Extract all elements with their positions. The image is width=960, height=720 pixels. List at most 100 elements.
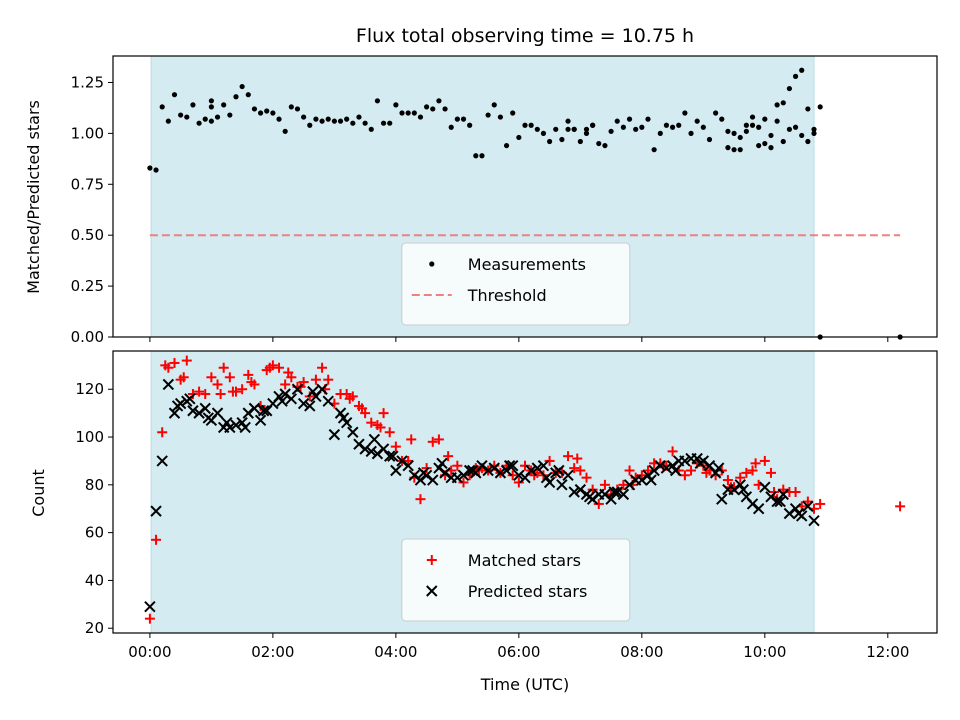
plot-frame bbox=[112, 55, 938, 338]
data-point bbox=[251, 106, 258, 112]
data-point bbox=[368, 433, 381, 446]
data-point bbox=[406, 434, 417, 445]
data-point bbox=[347, 426, 359, 438]
data-point bbox=[608, 128, 614, 134]
data-point bbox=[264, 108, 270, 114]
data-point bbox=[402, 460, 414, 472]
data-point bbox=[565, 126, 571, 132]
data-point bbox=[337, 118, 344, 124]
data-point bbox=[747, 465, 758, 476]
data-point bbox=[626, 116, 633, 122]
data-point bbox=[700, 124, 706, 130]
data-point bbox=[544, 455, 555, 466]
data-point bbox=[802, 496, 813, 507]
data-point bbox=[246, 377, 257, 388]
data-point bbox=[365, 445, 377, 458]
data-point bbox=[513, 477, 524, 488]
data-point bbox=[569, 463, 580, 474]
data-point bbox=[583, 491, 596, 503]
data-point bbox=[749, 114, 756, 120]
data-point bbox=[808, 514, 820, 527]
data-point bbox=[774, 102, 780, 108]
data-point bbox=[160, 360, 171, 371]
data-point bbox=[463, 464, 476, 477]
legend-label: Measurements bbox=[468, 255, 586, 274]
data-point bbox=[642, 465, 653, 476]
data-point bbox=[384, 450, 396, 462]
data-point bbox=[657, 130, 663, 136]
data-point bbox=[811, 126, 817, 132]
data-point bbox=[479, 153, 485, 159]
data-point bbox=[633, 126, 639, 132]
data-point bbox=[741, 467, 752, 478]
data-point bbox=[651, 147, 657, 153]
data-point bbox=[731, 130, 737, 136]
y-tick-label: 20 bbox=[85, 619, 104, 637]
data-point bbox=[583, 130, 590, 136]
data-point bbox=[617, 488, 630, 501]
data-point bbox=[375, 422, 386, 433]
data-point bbox=[202, 116, 208, 122]
data-point bbox=[473, 153, 479, 159]
data-point bbox=[780, 138, 786, 145]
top-panel: 0.00 0.25 0.50 0.75 1.00 1.25 Measurements Thre… bbox=[71, 55, 938, 346]
data-point bbox=[380, 120, 387, 126]
data-point bbox=[467, 122, 473, 128]
data-point bbox=[184, 114, 190, 120]
data-point bbox=[663, 122, 670, 128]
data-point bbox=[756, 124, 762, 130]
data-point bbox=[239, 421, 251, 434]
data-point bbox=[430, 106, 436, 112]
data-point bbox=[421, 463, 432, 474]
data-point bbox=[688, 130, 694, 136]
x-tick-label: 12:00 bbox=[866, 643, 909, 661]
data-point bbox=[737, 483, 750, 496]
data-point bbox=[237, 384, 248, 395]
data-point bbox=[159, 104, 165, 110]
data-point bbox=[285, 393, 298, 405]
data-point bbox=[442, 106, 448, 112]
data-point bbox=[208, 98, 214, 104]
series-predicted-stars bbox=[144, 378, 820, 613]
data-point bbox=[792, 507, 805, 520]
data-point bbox=[765, 467, 776, 478]
data-point bbox=[184, 393, 196, 405]
data-point bbox=[759, 481, 771, 493]
data-point bbox=[171, 400, 184, 412]
data-point bbox=[792, 73, 799, 79]
data-point bbox=[528, 122, 534, 128]
y-tick-label: 0.50 bbox=[71, 226, 104, 244]
data-point bbox=[304, 391, 315, 402]
data-point bbox=[679, 455, 691, 467]
data-point bbox=[147, 165, 153, 171]
data-point bbox=[712, 462, 725, 474]
y-tick-label: 1.25 bbox=[71, 73, 104, 91]
data-point bbox=[534, 126, 540, 132]
data-point bbox=[317, 362, 328, 373]
data-point bbox=[510, 110, 516, 116]
data-point bbox=[323, 374, 334, 385]
data-point bbox=[233, 94, 239, 100]
data-point bbox=[337, 412, 350, 424]
data-point bbox=[452, 460, 463, 471]
data-point bbox=[799, 67, 805, 73]
data-point bbox=[507, 470, 518, 481]
data-point bbox=[443, 451, 454, 462]
data-point bbox=[811, 130, 817, 136]
data-point bbox=[451, 471, 464, 484]
data-point bbox=[181, 355, 192, 366]
y-tick-label: 0.25 bbox=[71, 277, 104, 295]
data-point bbox=[679, 470, 690, 481]
data-point bbox=[522, 122, 528, 128]
y-tick-label: 120 bbox=[75, 380, 104, 398]
data-point bbox=[682, 110, 688, 116]
data-point bbox=[725, 128, 731, 134]
data-point bbox=[624, 465, 635, 476]
data-point bbox=[540, 130, 547, 136]
data-point bbox=[390, 464, 402, 477]
data-point bbox=[178, 112, 184, 118]
data-point bbox=[424, 104, 430, 110]
legend-swatch bbox=[426, 585, 438, 597]
data-point bbox=[817, 104, 823, 110]
data-point bbox=[224, 372, 235, 383]
